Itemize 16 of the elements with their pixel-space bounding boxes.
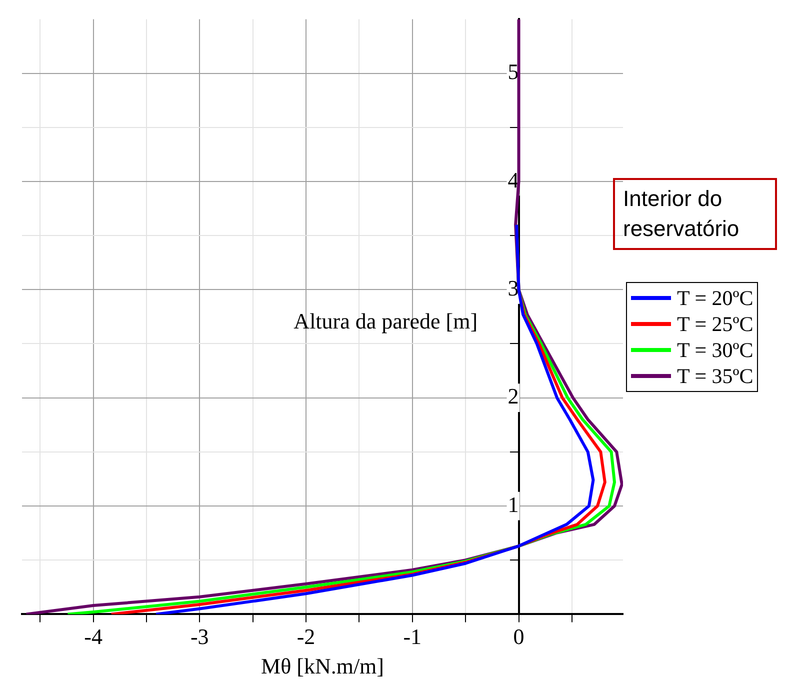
legend-label: T = 20ºC — [677, 286, 754, 310]
x-axis-title: Mθ [kN.m/m] — [261, 654, 384, 679]
x-tick-label: -1 — [403, 624, 422, 650]
y-axis-title: Altura da parede [m] — [294, 308, 478, 334]
y-tick-label: 4 — [508, 167, 519, 192]
legend-label: T = 25ºC — [677, 312, 754, 336]
y-tick-label: 5 — [508, 59, 519, 84]
x-tick-label: 0 — [513, 624, 524, 650]
x-tick-label: -3 — [190, 624, 209, 650]
x-tick-label: -2 — [296, 624, 316, 650]
annotation: Interior do reservatório — [613, 178, 777, 250]
y-tick-label: 2 — [508, 384, 519, 409]
legend-label: T = 30ºC — [677, 338, 754, 362]
x-tick-label: -4 — [84, 624, 102, 650]
y-tick-label: 1 — [508, 492, 519, 517]
legend-label: T = 35ºC — [677, 364, 754, 388]
